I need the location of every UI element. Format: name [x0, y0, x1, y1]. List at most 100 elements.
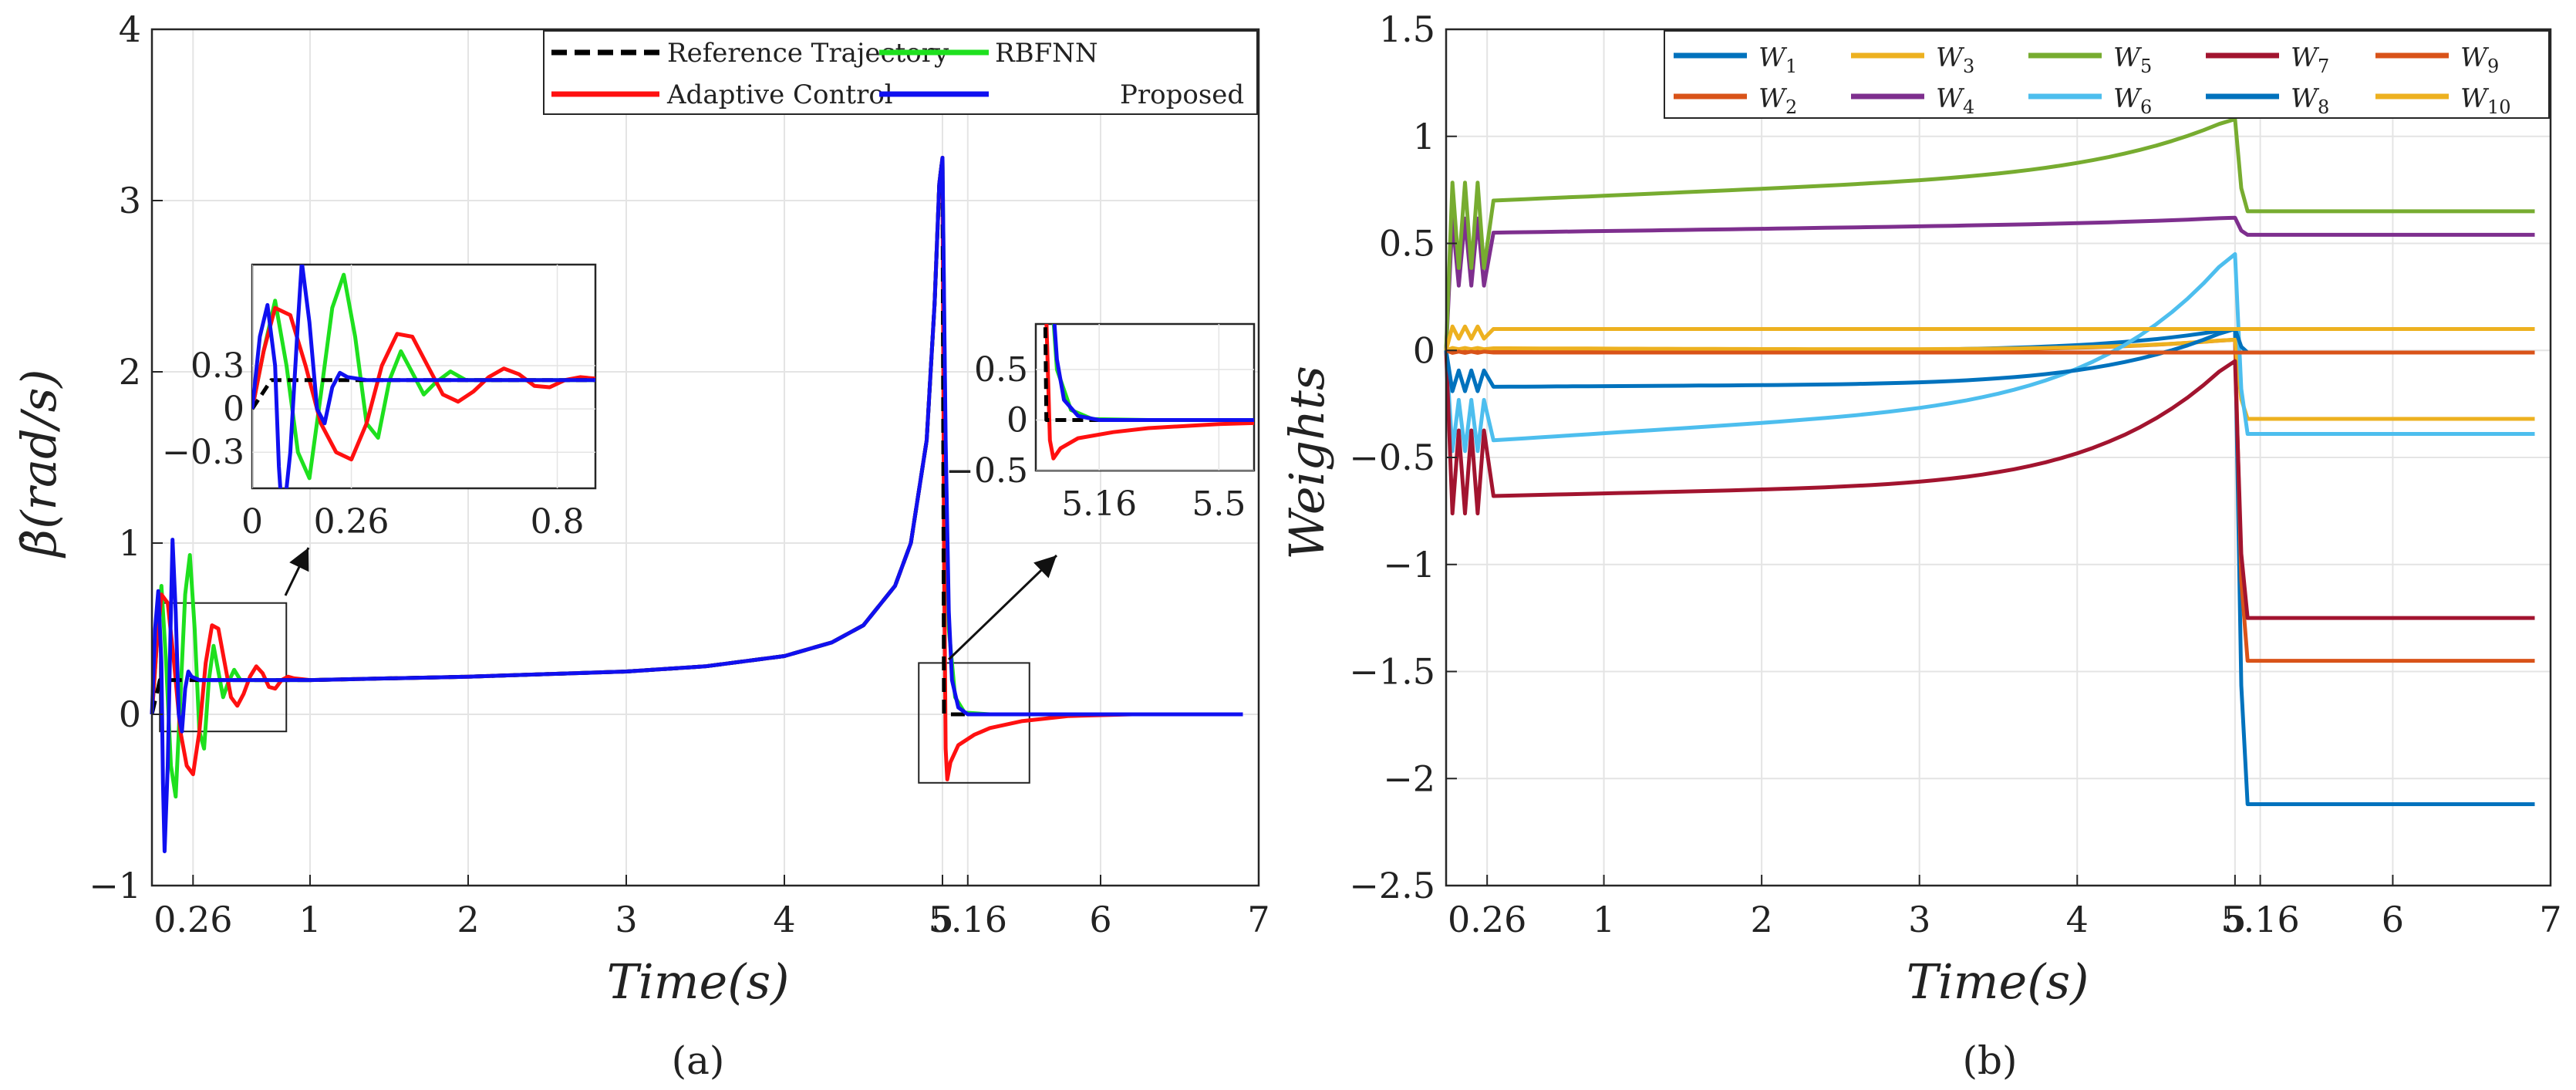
- inset-x-tick-label: 5.16: [1061, 484, 1137, 524]
- zoom-box: [918, 662, 1030, 784]
- inset-x-tick-label: 0.8: [531, 502, 585, 542]
- weight-line-w5: [1444, 117, 2535, 351]
- x-tick-label: 1: [1593, 899, 1615, 940]
- panel-b: 0.26 1 2 3 4 55.16 6 7−2.5−2−1.5−1−0.500.511.5 …: [1279, 8, 2562, 1083]
- ylabel-b: Weights: [1279, 366, 1335, 560]
- legend-b-label-w4: W4: [1936, 83, 1974, 118]
- inset-arrow-head: [1033, 555, 1057, 579]
- weight-line-w4: [1444, 215, 2535, 351]
- inset-y-tick-label: 0.3: [191, 346, 244, 386]
- inset-frame: [251, 263, 597, 490]
- inset-x-tick-label: 5.5: [1192, 484, 1246, 524]
- inset-series-line: [252, 305, 595, 462]
- inset-arrow: [947, 554, 1058, 661]
- x-tick-label: 4: [773, 899, 795, 940]
- inset-y-tick-label: −0.5: [946, 451, 1028, 491]
- legend-b: W1 W2 W3 W4 W5 W6 W7 W8 W9 W10: [1664, 30, 2550, 119]
- inset-x-tick-label: 0.26: [314, 502, 389, 542]
- y-tick-label: −1.5: [1349, 651, 1435, 693]
- x-tick-label: 3: [1908, 899, 1930, 940]
- weight-line-w8: [1444, 327, 2535, 393]
- legend-b-label-w10: W10: [2460, 83, 2511, 118]
- inset-x-tick-label: 0: [241, 502, 263, 542]
- xlabel-a: Time(s): [607, 953, 790, 1010]
- y-tick-label: 0: [119, 693, 141, 735]
- x-tick-label: 5: [2224, 899, 2246, 940]
- legend-a: Reference Trajectory RBFNN Adaptive Cont…: [543, 30, 1258, 115]
- y-tick-label: 2: [119, 351, 141, 393]
- series-a: [150, 156, 1243, 854]
- weight-line-w7: [1444, 350, 2535, 620]
- inset-frame: [1034, 322, 1256, 472]
- x-tick-label: 6: [1089, 899, 1111, 940]
- x-tick-label: 0.26: [1448, 899, 1526, 940]
- inset-left: 0 0.26 0.8 −0.3 0 0.3: [162, 263, 597, 596]
- caption-a: (a): [672, 1038, 725, 1083]
- y-tick-label: −0.5: [1349, 437, 1435, 478]
- inset-y-tick-label: 0.5: [974, 350, 1028, 390]
- x-tick-label: 4: [2066, 899, 2089, 940]
- y-tick-label: 0.5: [1379, 223, 1435, 265]
- caption-b: (b): [1962, 1038, 2017, 1083]
- y-tick-label: −1: [89, 865, 141, 906]
- weight-line-w3: [1445, 337, 2535, 421]
- x-tick-label: 0.26: [153, 899, 232, 940]
- y-tick-label: 3: [119, 180, 141, 221]
- series-line-proposed: [150, 156, 1243, 854]
- inset-y-tick-label: 0: [1006, 400, 1028, 440]
- series-line-reference-trajectory: [150, 156, 1243, 717]
- x-tick-label: 7: [1247, 899, 1269, 940]
- inset-y-tick-label: 0: [223, 390, 244, 429]
- legend-b-label-w9: W9: [2460, 42, 2499, 77]
- legend-b-label-w6: W6: [2113, 83, 2152, 118]
- y-tick-label: 1.5: [1379, 8, 1435, 50]
- legend-b-label-w3: W3: [1936, 42, 1974, 77]
- weight-line-w6: [1444, 251, 2535, 454]
- weight-line-w9: [1445, 348, 2535, 355]
- y-tick-label: 4: [119, 8, 141, 50]
- legend-b-label-w2: W2: [1758, 83, 1797, 118]
- weight-line-w10: [1444, 324, 2535, 351]
- legend-b-box: [1664, 30, 2550, 119]
- x-tick-label: 1: [298, 899, 321, 940]
- inset-y-tick-label: −0.3: [162, 433, 244, 472]
- inset-series-line: [1043, 324, 1254, 422]
- y-tick-label: 1: [119, 522, 141, 564]
- y-tick-label: 0: [1413, 329, 1435, 371]
- legend-a-box: [543, 30, 1258, 115]
- x-tick-label: 3: [615, 899, 637, 940]
- legend-a-label-rbfnn: RBFNN: [995, 38, 1098, 69]
- legend-a-label-proposed: Proposed: [1120, 79, 1244, 110]
- x-tick-label: 5: [931, 899, 953, 940]
- inset-right: 5.16 5.5 −0.5 0 0.5: [946, 322, 1256, 661]
- ticks-b: 0.26 1 2 3 4 55.16 6 7 −2.5 −2 −1.5 −1 −0.5 0 0.5 1 1.5: [1349, 8, 2561, 940]
- x-tick-label: 6: [2382, 899, 2404, 940]
- x-tick-label: 2: [1751, 899, 1773, 940]
- x-tick-label: 5.16: [2220, 899, 2299, 940]
- inset-series-line: [1052, 324, 1254, 422]
- ylabel-a: β̇(rad/s): [11, 369, 67, 558]
- inset-series-line: [1044, 324, 1254, 461]
- legend-b-label-w5: W5: [2113, 42, 2152, 77]
- y-tick-label: −2: [1383, 758, 1435, 799]
- x-tick-label: 5.16: [929, 899, 1007, 940]
- y-tick-label: 1: [1413, 116, 1435, 157]
- inset-series: [252, 265, 595, 488]
- series-b: [1444, 117, 2535, 806]
- x-tick-label: 2: [457, 899, 479, 940]
- legend-b-label-w1: W1: [1758, 42, 1797, 77]
- inset-arrow-head: [289, 548, 309, 572]
- inset-series-line: [252, 265, 595, 488]
- legend-b-label-w8: W8: [2291, 83, 2329, 118]
- x-tick-label: 7: [2539, 899, 2561, 940]
- xlabel-b: Time(s): [1907, 953, 2089, 1010]
- plot-a-frame: [150, 28, 1260, 887]
- inset-series: [1036, 324, 1254, 471]
- y-tick-label: −1: [1383, 544, 1435, 585]
- y-tick-label: −2.5: [1349, 865, 1435, 906]
- legend-b-label-w7: W7: [2291, 42, 2329, 77]
- legend-a-label-adaptive: Adaptive Control: [666, 79, 893, 110]
